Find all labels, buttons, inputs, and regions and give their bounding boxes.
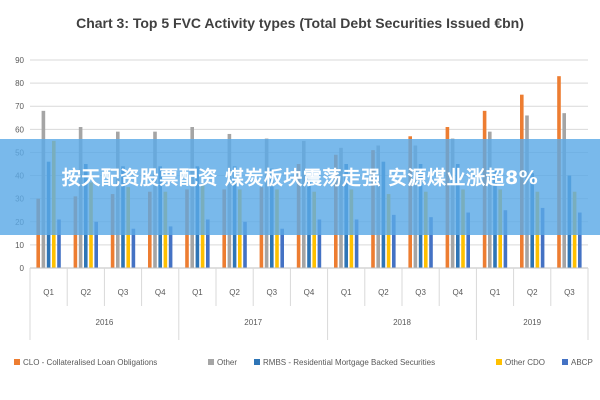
chart-title: Chart 3: Top 5 FVC Activity types (Total… [76,15,524,31]
year-label: 2016 [96,318,114,327]
x-tick-label: Q3 [118,288,129,297]
bar-abcp [206,219,210,268]
bar-abcp [429,217,433,268]
x-tick-label: Q1 [192,288,203,297]
legend-swatch [254,359,260,365]
y-tick-label: 60 [15,125,24,134]
y-tick-label: 70 [15,102,24,111]
y-tick-label: 80 [15,79,24,88]
bar-abcp [392,214,396,268]
x-tick-label: Q1 [490,288,501,297]
y-tick-label: 10 [15,241,24,250]
legend-swatch [208,359,214,365]
y-tick-label: 90 [15,56,24,65]
x-tick-label: Q3 [266,288,277,297]
bar-abcp [354,219,359,268]
bar-abcp [466,212,470,268]
bar-abcp [94,221,98,268]
x-tick-label: Q4 [304,288,315,297]
bar-abcp [503,210,508,268]
bar-abcp [131,228,136,268]
bar-abcp [280,228,284,268]
x-tick-label: Q2 [229,288,240,297]
y-tick-label: 0 [20,264,25,273]
x-tick-label: Q2 [80,288,91,297]
year-label: 2017 [244,318,262,327]
overlay-headline: 按天配资股票配资 煤炭板块震荡走强 安源煤业涨超8% [61,167,539,189]
x-tick-label: Q4 [155,288,166,297]
legend: CLO - Collateralised Loan Obligations Oth… [14,358,593,367]
x-tick-label: Q3 [564,288,575,297]
legend-swatch [562,359,568,365]
x-tick-label: Q3 [415,288,426,297]
x-axis: Q1 Q2 Q3 Q4 Q1 Q2 Q3 Q4 Q1 Q2 Q3 Q4 Q1 Q2 Q3 2016 2017 20… [29,267,589,340]
legend-label: Other CDO [505,358,545,367]
bar-abcp [168,226,173,268]
x-tick-label: Q1 [341,288,352,297]
bar-abcp [317,219,322,268]
x-tick-label: Q4 [452,288,463,297]
legend-label: RMBS - Residential Mortgage Backed Secur… [263,358,435,367]
bar-abcp [540,207,545,268]
x-tick-label: Q1 [43,288,54,297]
x-tick-label: Q2 [378,288,389,297]
legend-swatch [496,359,502,365]
year-label: 2019 [523,318,541,327]
year-label: 2018 [393,318,411,327]
legend-label: Other [217,358,237,367]
legend-label: CLO - Collateralised Loan Obligations [23,358,157,367]
bar-abcp [57,219,61,268]
overlay-banner [0,139,600,235]
legend-label: ABCP [571,358,593,367]
bar-abcp [578,212,582,268]
bar-abcp [243,221,247,268]
legend-swatch [14,359,20,365]
x-tick-label: Q2 [527,288,538,297]
